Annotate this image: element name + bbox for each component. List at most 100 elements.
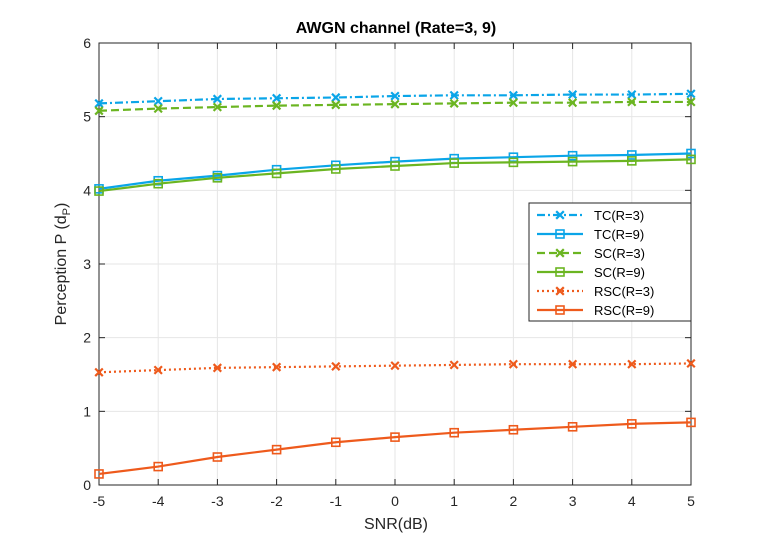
data-point-sc-r-9 — [567, 156, 578, 167]
data-point-rsc-r-9 — [271, 444, 282, 455]
data-point-tc-r-3 — [94, 98, 104, 108]
series-rsc-r-3 — [94, 358, 696, 377]
data-point-sc-r-3 — [153, 103, 163, 114]
y-tick-label: 2 — [83, 330, 91, 346]
series-tc-r-3 — [94, 89, 696, 108]
legend-box — [528, 202, 692, 322]
data-point-sc-r-3 — [94, 106, 104, 116]
data-point-sc-r-9 — [626, 156, 637, 166]
data-point-rsc-r-9 — [567, 422, 578, 432]
series-sc-r-9 — [94, 154, 696, 196]
data-point-rsc-r-3 — [508, 359, 518, 369]
y-axis-ticks: 0 1 2 3 4 5 6 — [83, 35, 691, 493]
x-tick-label: -1 — [330, 493, 343, 509]
series-rsc-r-9 — [94, 417, 696, 479]
x-tick-label: -4 — [152, 493, 165, 509]
data-point-tc-r-9 — [626, 150, 637, 160]
y-tick-label: 5 — [83, 109, 91, 125]
legend-label-sc-r-3: SC(R=3) — [594, 246, 645, 261]
data-point-rsc-r-3 — [686, 358, 696, 369]
x-tick-label: 0 — [391, 493, 399, 509]
y-axis-title-close: ) — [53, 203, 70, 208]
series-sc-r-3 — [94, 97, 696, 116]
data-point-tc-r-9 — [686, 148, 696, 159]
data-point-tc-r-3 — [272, 93, 282, 103]
series-line-rsc-r-9 — [98, 421, 692, 476]
data-point-rsc-r-9 — [626, 419, 637, 429]
series-line-sc-r-3 — [98, 100, 691, 112]
data-point-tc-r-3 — [508, 90, 518, 100]
legend-label-tc-r-9: TC(R=9) — [594, 227, 644, 242]
x-axis-title: SNR(dB) — [364, 516, 428, 533]
x-tick-label: 1 — [450, 493, 458, 509]
chart-title: AWGN channel (Rate=3, 9) — [296, 20, 497, 37]
data-point-rsc-r-9 — [686, 417, 696, 428]
data-point-tc-r-3 — [153, 96, 163, 106]
series-line-tc-r-3 — [98, 92, 692, 105]
data-point-sc-r-3 — [686, 97, 696, 107]
data-point-tc-r-9 — [508, 152, 519, 162]
y-tick-label: 0 — [83, 477, 91, 493]
data-point-tc-r-3 — [390, 91, 400, 101]
data-point-tc-r-3 — [686, 89, 696, 99]
data-point-sc-r-9 — [686, 154, 696, 165]
data-point-rsc-r-9 — [449, 427, 460, 438]
legend-item-rsc-r-3: RSC(R=3) — [537, 284, 654, 299]
data-point-rsc-r-3 — [390, 361, 400, 371]
legend: TC(R=3) TC(R=9) SC(R=3) SC(R=9) RSC(R=3) RSC(… — [528, 202, 692, 322]
data-point-rsc-r-3 — [627, 359, 637, 369]
legend-item-sc-r-3: SC(R=3) — [537, 246, 645, 261]
data-point-sc-r-9 — [330, 164, 341, 174]
data-point-sc-r-9 — [508, 157, 519, 168]
data-point-rsc-r-3 — [568, 359, 578, 369]
data-point-rsc-r-3 — [449, 360, 459, 370]
data-point-sc-r-9 — [449, 158, 460, 168]
data-point-sc-r-3 — [449, 98, 459, 108]
data-point-tc-r-9 — [567, 150, 578, 161]
y-axis-title-subscript: P — [61, 208, 73, 215]
data-point-sc-r-3 — [390, 99, 400, 109]
legend-label-sc-r-9: SC(R=9) — [594, 265, 645, 280]
legend-item-tc-r-3: TC(R=3) — [537, 208, 644, 223]
data-point-rsc-r-3 — [153, 365, 163, 375]
x-tick-label: 4 — [628, 493, 636, 509]
legend-item-sc-r-9: SC(R=9) — [537, 265, 645, 280]
x-tick-label: 2 — [510, 493, 518, 509]
data-point-tc-r-3 — [212, 94, 222, 104]
data-point-sc-r-3 — [568, 98, 578, 108]
legend-label-tc-r-3: TC(R=3) — [594, 208, 644, 223]
y-axis-title-main: Perception P (d — [53, 215, 70, 325]
data-point-rsc-r-9 — [508, 424, 519, 435]
legend-marker-tc-r-3 — [555, 210, 565, 220]
legend-marker-rsc-r-3 — [555, 286, 565, 296]
data-point-sc-r-9 — [271, 168, 282, 179]
legend-marker-sc-r-9 — [555, 267, 565, 277]
x-axis-ticks: -5 -4 -3 -2 -1 0 1 2 3 4 5 — [93, 43, 695, 509]
series-line-sc-r-9 — [98, 158, 692, 193]
series-group — [94, 89, 696, 479]
y-tick-label: 3 — [83, 256, 91, 272]
data-point-tc-r-3 — [449, 90, 459, 100]
data-point-sc-r-9 — [94, 186, 104, 196]
data-point-rsc-r-3 — [272, 362, 282, 372]
x-tick-label: 3 — [569, 493, 577, 509]
data-point-tc-r-3 — [627, 89, 637, 100]
data-point-sc-r-3 — [212, 102, 222, 112]
x-tick-label: -3 — [211, 493, 224, 509]
data-point-rsc-r-9 — [330, 437, 341, 448]
x-tick-label: 5 — [687, 493, 695, 509]
data-point-sc-r-3 — [272, 101, 282, 111]
data-point-sc-r-3 — [627, 97, 637, 107]
data-point-rsc-r-9 — [153, 461, 163, 472]
y-tick-label: 4 — [83, 182, 91, 198]
data-point-sc-r-9 — [153, 178, 163, 189]
legend-item-rsc-r-9: RSC(R=9) — [537, 303, 654, 318]
legend-label-rsc-r-3: RSC(R=3) — [594, 284, 654, 299]
data-point-sc-r-9 — [212, 173, 223, 183]
data-point-sc-r-9 — [390, 161, 400, 171]
data-point-tc-r-3 — [568, 89, 578, 100]
data-point-rsc-r-3 — [94, 367, 104, 377]
data-point-tc-r-3 — [331, 92, 341, 103]
